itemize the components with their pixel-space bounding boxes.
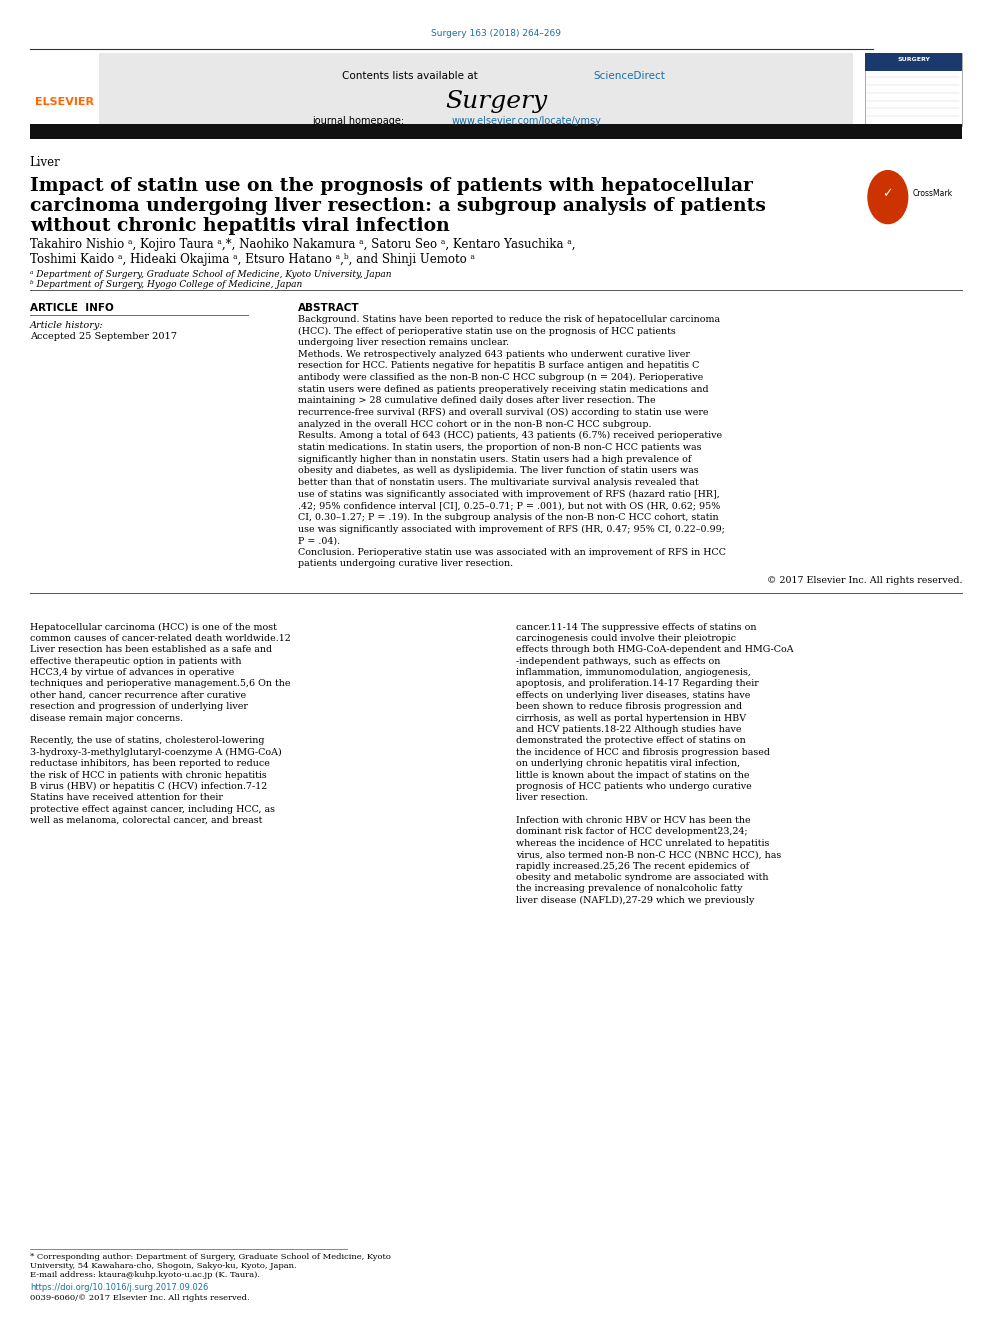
Text: ELSEVIER: ELSEVIER — [35, 97, 93, 107]
Text: effects through both HMG-CoA-dependent and HMG-CoA: effects through both HMG-CoA-dependent a… — [516, 646, 794, 655]
Text: other hand, cancer recurrence after curative: other hand, cancer recurrence after cura… — [30, 691, 246, 700]
Text: undergoing liver resection remains unclear.: undergoing liver resection remains uncle… — [298, 339, 509, 347]
Text: little is known about the impact of statins on the: little is known about the impact of stat… — [516, 770, 749, 779]
Text: significantly higher than in nonstatin users. Statin users had a high prevalence: significantly higher than in nonstatin u… — [298, 455, 691, 463]
Text: E-mail address: ktaura@kuhp.kyoto-u.ac.jp (K. Taura).: E-mail address: ktaura@kuhp.kyoto-u.ac.j… — [30, 1271, 260, 1279]
Text: * Corresponding author: Department of Surgery, Graduate School of Medicine, Kyot: * Corresponding author: Department of Su… — [30, 1253, 391, 1261]
Text: use was significantly associated with improvement of RFS (HR, 0.47; 95% CI, 0.22: use was significantly associated with im… — [298, 524, 724, 533]
Text: demonstrated the protective effect of statins on: demonstrated the protective effect of st… — [516, 737, 746, 745]
Text: ABSTRACT: ABSTRACT — [298, 303, 359, 314]
Text: Results. Among a total of 643 (HCC) patients, 43 patients (6.7%) received periop: Results. Among a total of 643 (HCC) pati… — [298, 431, 722, 441]
Text: resection and progression of underlying liver: resection and progression of underlying … — [30, 703, 248, 712]
Text: Accepted 25 September 2017: Accepted 25 September 2017 — [30, 332, 177, 341]
Text: Recently, the use of statins, cholesterol-lowering: Recently, the use of statins, cholestero… — [30, 737, 264, 745]
Text: Toshimi Kaido ᵃ, Hideaki Okajima ᵃ, Etsuro Hatano ᵃ,ᵇ, and Shinji Uemoto ᵃ: Toshimi Kaido ᵃ, Hideaki Okajima ᵃ, Etsu… — [30, 253, 475, 266]
Text: ScienceDirect: ScienceDirect — [593, 71, 665, 82]
Text: statin users were defined as patients preoperatively receiving statin medication: statin users were defined as patients pr… — [298, 385, 708, 394]
FancyBboxPatch shape — [30, 124, 962, 139]
Text: CI, 0.30–1.27; P = .19). In the subgroup analysis of the non-B non-C HCC cohort,: CI, 0.30–1.27; P = .19). In the subgroup… — [298, 513, 718, 521]
FancyBboxPatch shape — [99, 53, 853, 126]
Text: obesity and metabolic syndrome are associated with: obesity and metabolic syndrome are assoc… — [516, 873, 769, 882]
Text: antibody were classified as the non-B non-C HCC subgroup (n = 204). Perioperativ: antibody were classified as the non-B no… — [298, 373, 703, 382]
Text: Surgery: Surgery — [445, 90, 547, 112]
Text: liver resection.: liver resection. — [516, 794, 588, 802]
Text: protective effect against cancer, including HCC, as: protective effect against cancer, includ… — [30, 804, 275, 814]
Text: Conclusion. Perioperative statin use was associated with an improvement of RFS i: Conclusion. Perioperative statin use was… — [298, 548, 725, 557]
Text: techniques and perioperative management.5,6 On the: techniques and perioperative management.… — [30, 680, 291, 688]
Text: carcinogenesis could involve their pleiotropic: carcinogenesis could involve their pleio… — [516, 634, 736, 643]
Text: liver disease (NAFLD),27-29 which we previously: liver disease (NAFLD),27-29 which we pre… — [516, 896, 754, 905]
Text: common causes of cancer-related death worldwide.12: common causes of cancer-related death wo… — [30, 634, 291, 643]
Text: ✓: ✓ — [883, 187, 893, 200]
Text: obesity and diabetes, as well as dyslipidemia. The liver function of statin user: obesity and diabetes, as well as dyslipi… — [298, 466, 698, 475]
Text: Statins have received attention for their: Statins have received attention for thei… — [30, 794, 222, 802]
Text: -independent pathways, such as effects on: -independent pathways, such as effects o… — [516, 656, 720, 665]
Text: inflammation, immunomodulation, angiogenesis,: inflammation, immunomodulation, angiogen… — [516, 668, 751, 677]
FancyBboxPatch shape — [865, 53, 962, 126]
Text: .42; 95% confidence interval [CI], 0.25–0.71; P = .001), but not with OS (HR, 0.: .42; 95% confidence interval [CI], 0.25–… — [298, 501, 720, 511]
Text: well as melanoma, colorectal cancer, and breast: well as melanoma, colorectal cancer, and… — [30, 816, 262, 826]
Text: Impact of statin use on the prognosis of patients with hepatocellular: Impact of statin use on the prognosis of… — [30, 177, 753, 196]
Text: maintaining > 28 cumulative defined daily doses after liver resection. The: maintaining > 28 cumulative defined dail… — [298, 397, 656, 405]
Text: https://doi.org/10.1016/j.surg.2017.09.026: https://doi.org/10.1016/j.surg.2017.09.0… — [30, 1283, 208, 1293]
Text: ᵃ Department of Surgery, Graduate School of Medicine, Kyoto University, Japan: ᵃ Department of Surgery, Graduate School… — [30, 270, 391, 279]
Text: Infection with chronic HBV or HCV has been the: Infection with chronic HBV or HCV has be… — [516, 816, 751, 826]
Text: CrossMark: CrossMark — [913, 189, 952, 197]
Text: the increasing prevalence of nonalcoholic fatty: the increasing prevalence of nonalcoholi… — [516, 884, 742, 893]
Text: Liver: Liver — [30, 156, 61, 169]
Text: Surgery 163 (2018) 264–269: Surgery 163 (2018) 264–269 — [431, 29, 561, 38]
Text: SURGERY: SURGERY — [897, 57, 930, 62]
Circle shape — [868, 171, 908, 224]
Text: rapidly increased.25,26 The recent epidemics of: rapidly increased.25,26 The recent epide… — [516, 861, 749, 871]
Text: HCC3,4 by virtue of advances in operative: HCC3,4 by virtue of advances in operativ… — [30, 668, 234, 677]
Text: University, 54 Kawahara-cho, Shogoin, Sakyo-ku, Kyoto, Japan.: University, 54 Kawahara-cho, Shogoin, Sa… — [30, 1262, 297, 1270]
Text: been shown to reduce fibrosis progression and: been shown to reduce fibrosis progressio… — [516, 703, 742, 712]
Text: without chronic hepatitis viral infection: without chronic hepatitis viral infectio… — [30, 217, 449, 235]
Text: Methods. We retrospectively analyzed 643 patients who underwent curative liver: Methods. We retrospectively analyzed 643… — [298, 349, 689, 359]
Text: the incidence of HCC and fibrosis progression based: the incidence of HCC and fibrosis progre… — [516, 747, 770, 757]
Text: reductase inhibitors, has been reported to reduce: reductase inhibitors, has been reported … — [30, 759, 270, 769]
Text: whereas the incidence of HCC unrelated to hepatitis: whereas the incidence of HCC unrelated t… — [516, 839, 769, 848]
Text: recurrence-free survival (RFS) and overall survival (OS) according to statin use: recurrence-free survival (RFS) and overa… — [298, 407, 708, 417]
Text: cirrhosis, as well as portal hypertension in HBV: cirrhosis, as well as portal hypertensio… — [516, 713, 746, 722]
Text: Liver resection has been established as a safe and: Liver resection has been established as … — [30, 646, 272, 655]
Text: the risk of HCC in patients with chronic hepatitis: the risk of HCC in patients with chronic… — [30, 770, 267, 779]
Text: statin medications. In statin users, the proportion of non-B non-C HCC patients : statin medications. In statin users, the… — [298, 443, 701, 452]
Text: Hepatocellular carcinoma (HCC) is one of the most: Hepatocellular carcinoma (HCC) is one of… — [30, 623, 277, 631]
Text: 3-hydroxy-3-methylglutaryl-coenzyme A (HMG-CoA): 3-hydroxy-3-methylglutaryl-coenzyme A (H… — [30, 747, 282, 757]
Text: © 2017 Elsevier Inc. All rights reserved.: © 2017 Elsevier Inc. All rights reserved… — [767, 577, 962, 585]
Text: cancer.11-14 The suppressive effects of statins on: cancer.11-14 The suppressive effects of … — [516, 623, 756, 631]
Text: apoptosis, and proliferation.14-17 Regarding their: apoptosis, and proliferation.14-17 Regar… — [516, 680, 759, 688]
Text: and HCV patients.18-22 Although studies have: and HCV patients.18-22 Although studies … — [516, 725, 741, 734]
Text: effective therapeutic option in patients with: effective therapeutic option in patients… — [30, 656, 241, 665]
FancyBboxPatch shape — [865, 53, 962, 71]
Text: P = .04).: P = .04). — [298, 536, 339, 545]
Text: Contents lists available at: Contents lists available at — [342, 71, 481, 82]
Text: effects on underlying liver diseases, statins have: effects on underlying liver diseases, st… — [516, 691, 750, 700]
Text: use of statins was significantly associated with improvement of RFS (hazard rati: use of statins was significantly associa… — [298, 490, 719, 499]
Text: carcinoma undergoing liver resection: a subgroup analysis of patients: carcinoma undergoing liver resection: a … — [30, 197, 766, 216]
Text: dominant risk factor of HCC development23,24;: dominant risk factor of HCC development2… — [516, 827, 747, 836]
Text: 0039-6060/© 2017 Elsevier Inc. All rights reserved.: 0039-6060/© 2017 Elsevier Inc. All right… — [30, 1294, 249, 1302]
Text: on underlying chronic hepatitis viral infection,: on underlying chronic hepatitis viral in… — [516, 759, 740, 769]
Text: virus, also termed non-B non-C HCC (NBNC HCC), has: virus, also termed non-B non-C HCC (NBNC… — [516, 851, 781, 859]
Text: disease remain major concerns.: disease remain major concerns. — [30, 713, 183, 722]
Text: (HCC). The effect of perioperative statin use on the prognosis of HCC patients: (HCC). The effect of perioperative stati… — [298, 327, 676, 336]
Text: Background. Statins have been reported to reduce the risk of hepatocellular carc: Background. Statins have been reported t… — [298, 315, 720, 324]
Text: Article history:: Article history: — [30, 321, 103, 331]
Text: B virus (HBV) or hepatitis C (HCV) infection.7-12: B virus (HBV) or hepatitis C (HCV) infec… — [30, 782, 267, 791]
Text: journal homepage:: journal homepage: — [312, 116, 408, 127]
Text: ᵇ Department of Surgery, Hyogo College of Medicine, Japan: ᵇ Department of Surgery, Hyogo College o… — [30, 280, 302, 290]
Text: better than that of nonstatin users. The multivariate survival analysis revealed: better than that of nonstatin users. The… — [298, 478, 698, 487]
Text: ARTICLE  INFO: ARTICLE INFO — [30, 303, 113, 314]
Text: resection for HCC. Patients negative for hepatitis B surface antigen and hepatit: resection for HCC. Patients negative for… — [298, 361, 699, 370]
Text: www.elsevier.com/locate/ymsy: www.elsevier.com/locate/ymsy — [451, 116, 601, 127]
Text: patients undergoing curative liver resection.: patients undergoing curative liver resec… — [298, 560, 513, 569]
Text: prognosis of HCC patients who undergo curative: prognosis of HCC patients who undergo cu… — [516, 782, 752, 791]
Text: Takahiro Nishio ᵃ, Kojiro Taura ᵃ,*, Naohiko Nakamura ᵃ, Satoru Seo ᵃ, Kentaro Y: Takahiro Nishio ᵃ, Kojiro Taura ᵃ,*, Nao… — [30, 238, 575, 251]
Text: analyzed in the overall HCC cohort or in the non-B non-C HCC subgroup.: analyzed in the overall HCC cohort or in… — [298, 419, 651, 429]
